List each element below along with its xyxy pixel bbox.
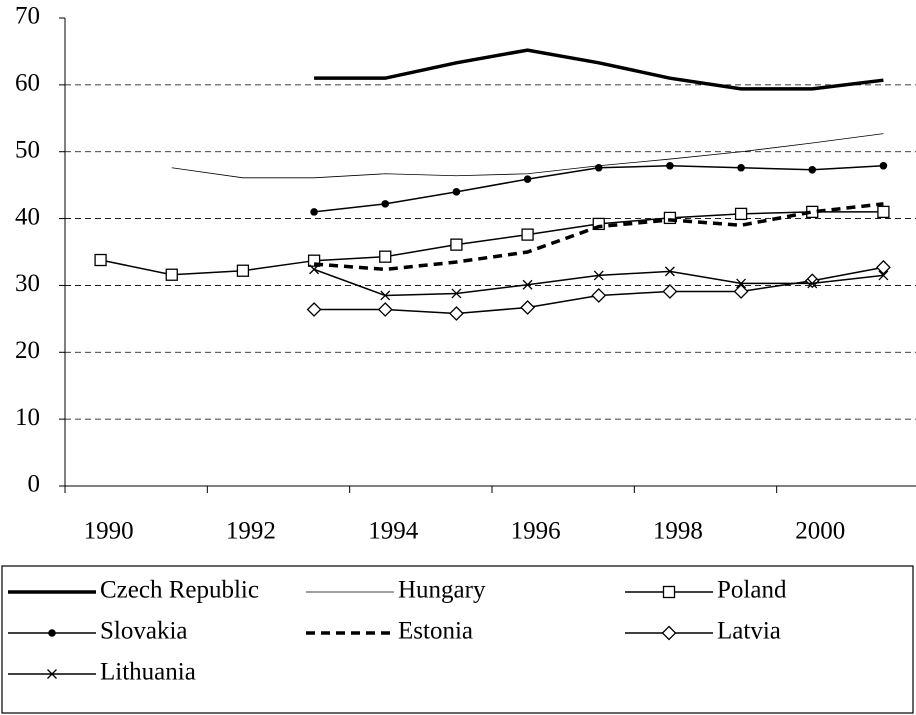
legend-label: Lithuania [100,659,196,686]
legend-label: Hungary [398,577,486,604]
marker [804,273,820,289]
marker [450,238,463,251]
marker [309,264,320,275]
marker [521,228,534,241]
marker [379,250,392,263]
marker [380,290,391,301]
marker [451,288,462,299]
marker [662,284,678,299]
marker [737,163,745,172]
y-tick-label: 20 [15,337,40,364]
series-line [171,133,884,179]
marker [666,161,674,170]
legend-label: Estonia [398,618,473,645]
marker [736,278,747,289]
marker [236,264,250,277]
marker [522,279,533,290]
marker [452,188,461,196]
legend-label: Poland [717,577,787,604]
marker [47,669,57,679]
legend-label: Latvia [717,618,781,645]
legend-label: Czech Republic [100,577,259,604]
marker [377,302,393,317]
marker [734,207,748,221]
marker [381,200,390,208]
y-tick-label: 40 [15,203,40,230]
marker [662,585,676,599]
x-tick-label: 1994 [368,518,419,545]
marker [664,266,675,277]
marker [663,211,677,225]
y-tick-label: 50 [15,136,40,163]
marker [879,161,888,170]
marker [807,278,818,289]
marker [165,268,178,281]
x-tick-label: 1996 [511,518,561,545]
marker [310,208,318,216]
y-tick-label: 0 [28,471,41,498]
marker [594,163,603,172]
y-tick-label: 60 [15,70,40,97]
series-line [314,48,884,91]
x-tick-label: 2000 [795,518,845,545]
marker [875,259,891,275]
legend-label: Slovakia [100,618,188,645]
marker [307,254,321,267]
y-tick-label: 30 [15,270,40,297]
legend-box [1,565,914,714]
marker [520,300,536,315]
marker [448,306,464,321]
y-tick-label: 70 [15,3,40,30]
marker [808,165,817,174]
marker [592,217,605,231]
marker [877,205,890,219]
x-tick-label: 1998 [653,518,703,545]
marker [523,175,532,183]
series-line [100,211,884,276]
marker [733,284,749,299]
x-tick-label: 1992 [226,518,276,545]
marker [878,270,889,281]
marker [591,288,607,303]
marker [306,302,322,317]
marker [48,629,56,637]
y-tick-label: 10 [15,404,40,431]
series-line [313,202,884,272]
x-tick-label: 1990 [84,518,134,545]
marker [661,625,677,641]
marker [94,253,107,267]
series-line [313,165,884,213]
marker [593,270,604,281]
